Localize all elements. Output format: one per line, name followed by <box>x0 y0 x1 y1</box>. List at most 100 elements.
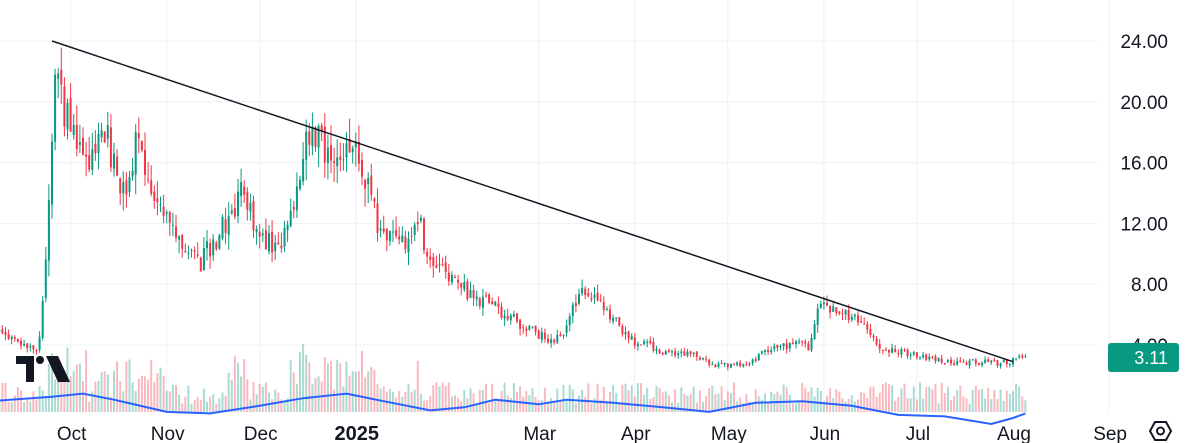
candle-body <box>974 359 977 364</box>
volume-bar <box>587 383 590 412</box>
candle-body <box>51 141 53 205</box>
volume-bar <box>438 386 441 412</box>
volume-bar <box>1005 390 1008 412</box>
candle-body <box>100 130 103 138</box>
candle-body <box>221 216 224 239</box>
volume-bar <box>897 396 900 412</box>
candle-body <box>407 238 410 253</box>
volume-bar <box>1008 394 1011 412</box>
candle-body <box>537 330 540 339</box>
candle-body <box>35 350 38 352</box>
candle-body <box>770 350 773 353</box>
candle-body <box>599 299 602 301</box>
time-axis[interactable]: Oct Nov Dec 2025 Mar Apr May Jun Jul Aug Sep <box>57 423 1127 443</box>
volume-bar <box>1 382 4 412</box>
candle-body <box>401 235 404 243</box>
candle-body <box>224 219 227 233</box>
candle-body <box>206 241 208 249</box>
volume-bar <box>655 385 658 412</box>
candle-body <box>106 125 109 139</box>
volume-bar <box>376 384 379 412</box>
candle-body <box>246 191 249 210</box>
volume-bar <box>475 403 478 412</box>
candle-body <box>299 179 301 189</box>
candle-body <box>751 359 754 364</box>
last-price-text: 3.11 <box>1134 348 1168 368</box>
volume-bar <box>965 398 968 412</box>
volume-bar <box>419 393 422 412</box>
volume-bar <box>382 386 385 412</box>
candle-body <box>398 236 401 240</box>
candle-body <box>559 334 562 337</box>
price-tick-label: 12.00 <box>1120 214 1168 235</box>
volume-bar <box>788 394 791 412</box>
candle-body <box>714 365 717 368</box>
volume-bar <box>165 390 168 412</box>
candle-body <box>720 362 723 364</box>
volume-bar <box>286 398 289 412</box>
price-tick-label: 20.00 <box>1120 93 1168 114</box>
volume-bar <box>156 372 159 412</box>
candle-body <box>388 231 391 242</box>
moving-average-path <box>0 392 1026 426</box>
volume-bar <box>928 386 931 412</box>
candle-body <box>44 259 47 298</box>
volume-bar <box>441 382 444 412</box>
candle-body <box>72 125 75 136</box>
candle-body <box>928 356 931 360</box>
volume-bar <box>791 403 794 412</box>
volume-bar <box>689 394 692 412</box>
settings-gear-icon[interactable] <box>1148 421 1173 441</box>
candle-body <box>416 222 419 225</box>
candle-body <box>506 316 509 320</box>
candle-body <box>627 331 630 339</box>
candle-body <box>13 337 16 339</box>
tradingview-logo-icon[interactable] <box>14 356 70 382</box>
candle-body <box>661 352 664 355</box>
candle-body <box>497 303 500 308</box>
candle-body <box>159 204 162 206</box>
candle-body <box>822 302 825 305</box>
candle-body <box>1005 359 1008 365</box>
volume-bar <box>525 390 528 412</box>
volume-bar <box>680 387 683 412</box>
candle-body <box>429 256 432 260</box>
candle-body <box>20 340 22 346</box>
candle-body <box>199 257 202 272</box>
volume-bar <box>63 370 66 412</box>
candle-body <box>841 313 844 315</box>
trendline-path[interactable] <box>51 40 1014 363</box>
volume-bar <box>444 385 447 412</box>
time-tick-label: Sep <box>1093 424 1127 443</box>
candle-body <box>776 344 779 348</box>
volume-bar <box>711 385 714 412</box>
volume-bar <box>981 388 983 412</box>
candle-body <box>292 206 295 210</box>
volume-bar <box>869 386 872 412</box>
volume-bar <box>171 384 174 412</box>
candle-body <box>977 362 980 365</box>
volume-bar <box>199 399 202 412</box>
trendline[interactable] <box>51 40 1014 363</box>
candle-body <box>897 352 900 354</box>
candle-body <box>847 309 850 320</box>
candle-body <box>652 341 655 351</box>
volume-bar <box>26 398 29 412</box>
candle-body <box>891 348 894 353</box>
candle-body <box>906 349 909 357</box>
candle-body <box>993 359 996 361</box>
candle-body <box>457 279 460 283</box>
candle-body <box>450 275 453 283</box>
candlestick-series[interactable] <box>0 47 1027 371</box>
volume-bar <box>299 352 301 412</box>
candle-body <box>528 326 531 330</box>
volume-bar <box>91 391 94 412</box>
candle-body <box>550 339 553 344</box>
volume-bar <box>4 382 7 412</box>
volume-bar <box>392 391 394 412</box>
candle-body <box>85 154 88 157</box>
volume-bar <box>10 401 13 412</box>
